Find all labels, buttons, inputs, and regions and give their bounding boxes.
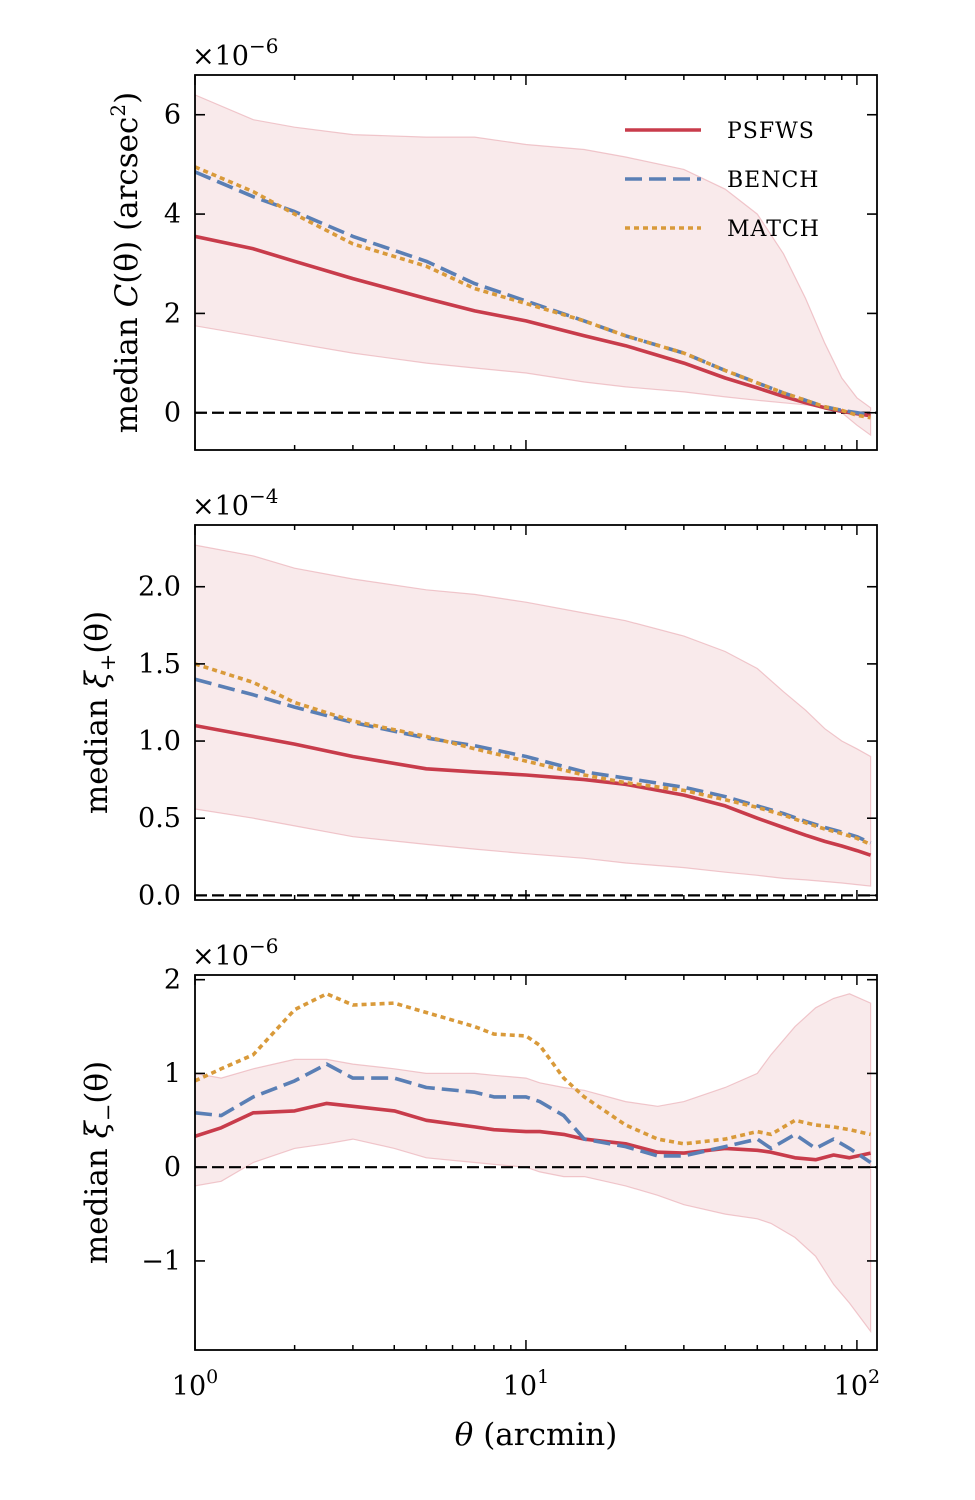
legend: PSFWS BENCH MATCH	[625, 119, 820, 242]
series-line-match	[195, 662, 872, 847]
multiplier-base: ×10	[192, 491, 249, 522]
y-label-text: (θ) (arcsec	[109, 117, 145, 284]
x-tick-label: 100	[172, 1366, 218, 1402]
x-axis-label: θ (arcmin)	[455, 1417, 618, 1453]
multiplier-exponent: −6	[249, 34, 278, 58]
x-tick-exponent: 2	[868, 1366, 880, 1388]
x-label-text: (arcmin)	[473, 1417, 617, 1453]
y-label-text: )	[109, 92, 145, 104]
y-tick-label: 0	[164, 1152, 181, 1183]
y-multiplier: ×10−4	[192, 484, 278, 522]
multiplier-exponent: −6	[249, 934, 278, 958]
x-tick-label: 101	[503, 1366, 549, 1402]
x-tick-base: 10	[172, 1371, 206, 1402]
y-tick-label: 0	[164, 398, 181, 429]
x-tick-base: 10	[503, 1371, 537, 1402]
y-label-text: median	[79, 1138, 115, 1264]
y-label-subscript: +	[96, 654, 120, 672]
y-label-symbol: ξ	[79, 1119, 115, 1138]
axes-frame	[194, 974, 878, 1351]
y-tick-label: 4	[164, 199, 181, 230]
x-label-symbol: θ	[455, 1417, 474, 1453]
x-tick-exponent: 0	[206, 1366, 218, 1388]
y-label-text: median	[109, 307, 145, 433]
y-tick-label: 1.5	[138, 649, 181, 680]
y-label-symbol: C	[109, 283, 145, 307]
series-line-bench	[195, 677, 872, 845]
y-multiplier: ×10−6	[192, 34, 278, 72]
y-axis-label: median ξ−(θ)	[79, 1061, 120, 1264]
panel-2: 0.0 0.5 1.0 1.5 2.0 ×10−4 median ξ+(θ)	[79, 484, 878, 911]
legend-label-bench: BENCH	[727, 168, 820, 193]
multiplier-exponent: −4	[249, 484, 278, 508]
series-line-match	[195, 991, 871, 1146]
y-multiplier: ×10−6	[192, 934, 278, 972]
y-label-text: median	[79, 688, 115, 814]
plot-area-1	[195, 94, 877, 437]
y-tick-label: 1	[164, 1058, 181, 1089]
y-label-subscript: −	[96, 1104, 120, 1122]
y-tick-label: 2.0	[138, 572, 181, 603]
series-line-bench	[195, 1062, 872, 1164]
legend-label-psfws: PSFWS	[727, 119, 815, 144]
y-tick-label: −1	[141, 1246, 181, 1277]
multiplier-base: ×10	[192, 941, 249, 972]
y-label-exponent: 2	[106, 104, 130, 117]
y-tick-label: 2	[164, 298, 181, 329]
plot-area-2	[195, 544, 877, 897]
x-tick-exponent: 1	[537, 1366, 549, 1388]
series-line-match	[195, 165, 871, 420]
y-tick-label: 1.0	[138, 726, 181, 757]
y-label-text: (θ)	[79, 1061, 115, 1104]
y-tick-label: 0.5	[138, 803, 181, 834]
axes-frame	[194, 524, 878, 901]
y-tick-label: 2	[164, 965, 181, 996]
y-tick-label: 6	[164, 100, 181, 131]
series-line-psfws	[195, 1101, 871, 1162]
x-tick-base: 10	[834, 1371, 868, 1402]
y-axis-label: median ξ+(θ)	[79, 611, 120, 814]
multiplier-base: ×10	[192, 41, 249, 72]
legend-label-match: MATCH	[727, 217, 820, 242]
x-tick-label: 102	[834, 1366, 880, 1402]
series-line-psfws	[195, 723, 872, 857]
confidence-band	[195, 94, 872, 437]
axes-frame	[194, 74, 878, 451]
plot-area-3	[195, 991, 877, 1334]
y-axis-label: median C(θ) (arcsec2)	[106, 92, 145, 433]
y-tick-label: 0.0	[138, 880, 181, 911]
y-label-symbol: ξ	[79, 669, 115, 688]
y-label-text: (θ)	[79, 611, 115, 654]
